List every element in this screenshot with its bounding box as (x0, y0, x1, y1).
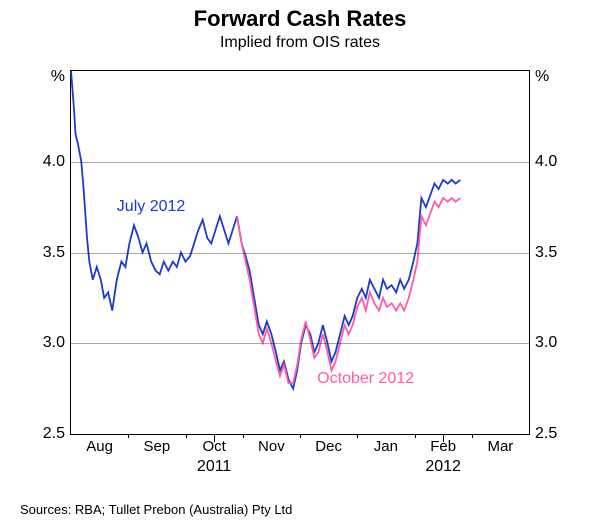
gridline (71, 343, 529, 344)
x-month-label: Nov (258, 438, 285, 455)
x-minor-tick (300, 434, 301, 438)
chart-subtitle: Implied from OIS rates (0, 34, 600, 52)
x-minor-tick (357, 434, 358, 438)
y-tick-left: 2.5 (43, 425, 65, 443)
chart-area: % % 2.52.53.03.03.53.54.04.0AugSepOctNov… (20, 60, 580, 485)
x-month-label: Aug (86, 438, 113, 455)
series-label-july-2012: July 2012 (117, 198, 186, 216)
y-tick-right: 2.5 (535, 425, 557, 443)
chart-container: Forward Cash Rates Implied from OIS rate… (0, 0, 600, 525)
x-major-tick (214, 434, 215, 442)
chart-title: Forward Cash Rates (0, 0, 600, 32)
y-tick-left: 4.0 (43, 153, 65, 171)
y-tick-right: 3.0 (535, 334, 557, 352)
x-year-label: 2012 (425, 458, 461, 476)
series-october-2012 (237, 198, 460, 383)
x-minor-tick (472, 434, 473, 438)
gridline (71, 162, 529, 163)
y-unit-right: % (535, 68, 549, 86)
x-minor-tick (186, 434, 187, 438)
y-unit-left: % (51, 68, 65, 86)
y-tick-left: 3.0 (43, 334, 65, 352)
x-year-label: 2011 (197, 458, 231, 476)
x-month-label: Sep (144, 438, 171, 455)
plot-box: % % 2.52.53.03.03.53.54.04.0AugSepOctNov… (70, 70, 530, 435)
y-tick-left: 3.5 (43, 244, 65, 262)
series-label-october-2012: October 2012 (317, 370, 414, 388)
y-tick-right: 4.0 (535, 153, 557, 171)
x-month-label: Mar (487, 438, 513, 455)
y-tick-right: 3.5 (535, 244, 557, 262)
series-july-2012 (71, 71, 460, 389)
gridline (71, 253, 529, 254)
x-month-label: Dec (315, 438, 342, 455)
source-text: Sources: RBA; Tullet Prebon (Australia) … (20, 502, 292, 517)
x-minor-tick (415, 434, 416, 438)
x-month-label: Jan (374, 438, 398, 455)
x-minor-tick (128, 434, 129, 438)
x-minor-tick (243, 434, 244, 438)
x-major-tick (443, 434, 444, 442)
